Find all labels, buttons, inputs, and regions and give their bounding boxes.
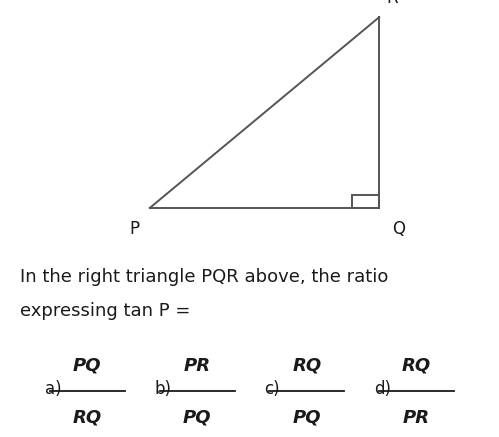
Text: R: R [386,0,398,7]
Text: a): a) [45,380,61,398]
Text: PR: PR [403,409,430,427]
Text: b): b) [155,380,172,398]
Text: P: P [130,220,140,238]
Text: Q: Q [392,220,405,238]
Text: PQ: PQ [73,357,102,375]
Text: PQ: PQ [183,409,212,427]
Text: expressing tan P =: expressing tan P = [20,302,190,320]
Text: RQ: RQ [292,357,321,375]
Text: d): d) [374,380,391,398]
Text: c): c) [264,380,280,398]
Text: PR: PR [184,357,211,375]
Text: In the right triangle PQR above, the ratio: In the right triangle PQR above, the rat… [20,268,388,286]
Bar [352,194,379,208]
Text: PQ: PQ [292,409,321,427]
Text: RQ: RQ [402,357,431,375]
Text: RQ: RQ [73,409,102,427]
